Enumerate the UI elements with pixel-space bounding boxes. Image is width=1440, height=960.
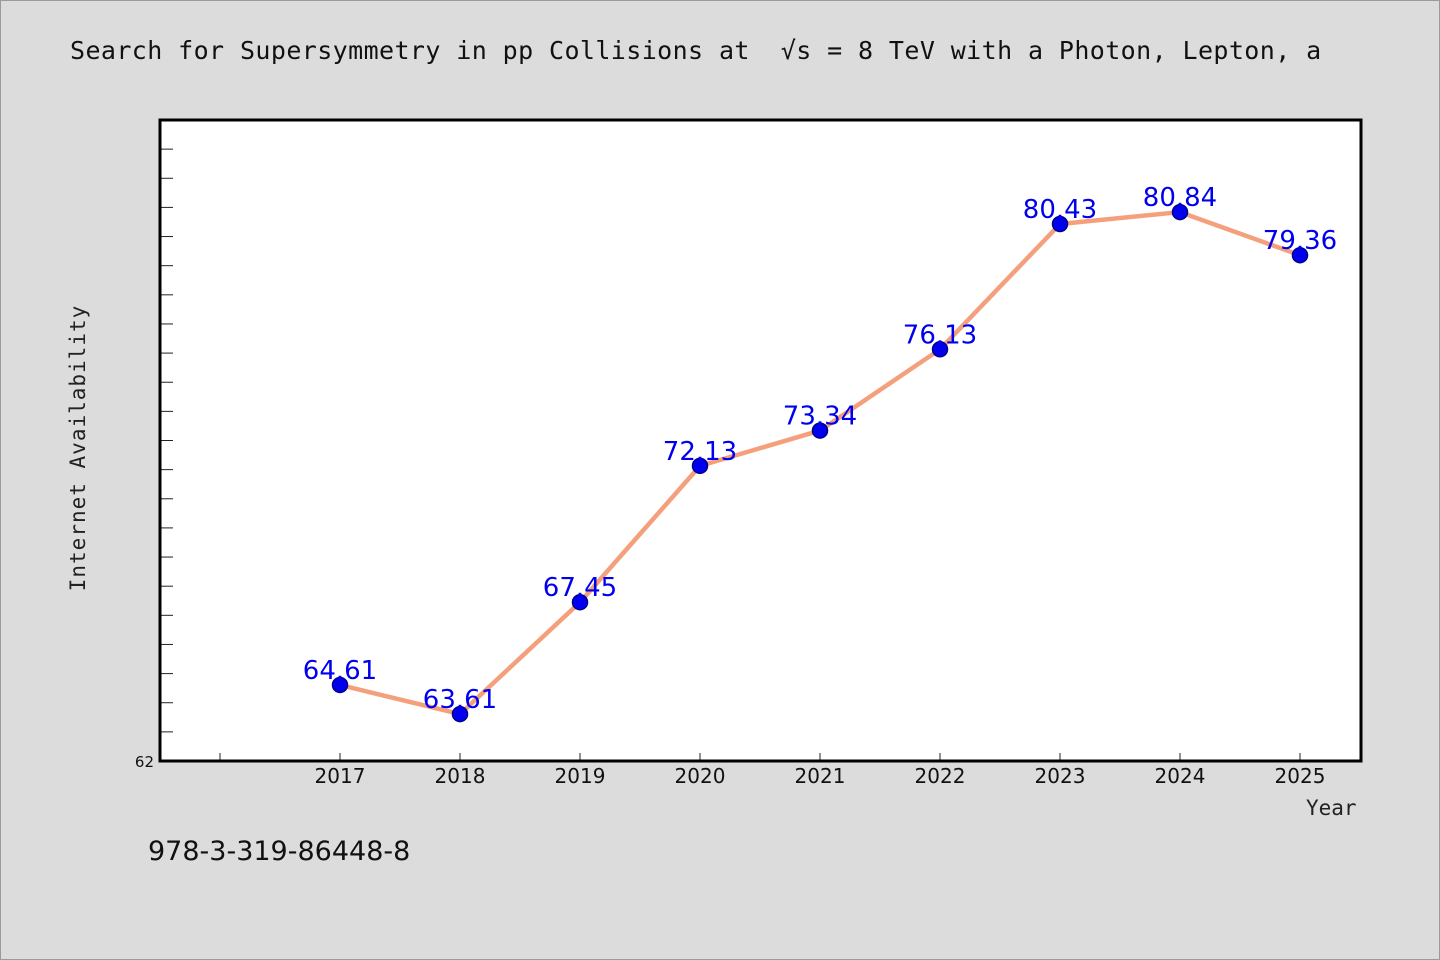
data-point: [571, 593, 589, 611]
data-label: 63.61: [423, 685, 497, 715]
x-tick-label: 2018: [435, 764, 486, 788]
x-tick-label: 2017: [315, 764, 366, 788]
x-tick-label: 2024: [1155, 764, 1206, 788]
data-label: 79.36: [1263, 226, 1337, 256]
data-label: 72.13: [663, 437, 737, 467]
data-label: 76.13: [903, 320, 977, 350]
plot-border: [158, 118, 1363, 763]
data-label: 64.61: [303, 656, 377, 686]
x-tick-label: 2022: [915, 764, 966, 788]
data-label: 80.43: [1023, 195, 1097, 225]
data-point: [331, 676, 349, 694]
data-point: [811, 422, 829, 439]
plot-area: [160, 120, 1361, 761]
data-point: [1171, 203, 1189, 221]
data-label: 73.34: [783, 402, 857, 432]
isbn-annotation: 978-3-319-86448-8: [148, 836, 411, 867]
x-axis-label: Year: [1306, 796, 1357, 820]
data-point: [1051, 215, 1069, 233]
data-point: [451, 705, 469, 723]
y-tick-label: 62: [135, 753, 154, 771]
data-point: [1291, 246, 1309, 264]
x-tick-label: 2021: [795, 764, 846, 788]
data-label: 67.45: [543, 573, 617, 603]
x-tick-label: 2025: [1275, 764, 1326, 788]
x-tick-label: 2023: [1035, 764, 1086, 788]
chart-title: Search for Supersymmetry in pp Collision…: [70, 36, 1322, 65]
data-label: 80.84: [1143, 183, 1217, 213]
data-point: [931, 341, 949, 358]
x-tick-label: 2019: [555, 764, 606, 788]
data-point: [691, 457, 709, 475]
x-tick-label: 2020: [675, 764, 726, 788]
